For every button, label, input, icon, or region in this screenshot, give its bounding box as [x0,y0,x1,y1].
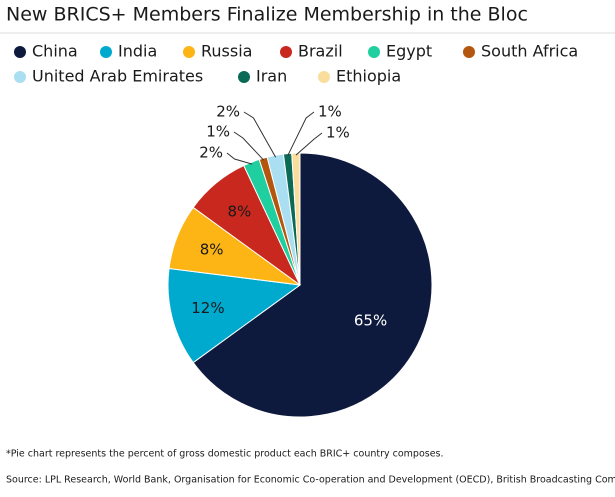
leader-line [295,132,323,156]
legend-swatch [14,46,26,58]
legend-label: Brazil [298,42,343,61]
value-label: 12% [191,299,224,317]
legend-label: India [118,42,157,61]
pie-slice [192,152,433,418]
leader-line [243,111,277,158]
source: Source: LPL Research, World Bank, Organi… [6,475,615,486]
value-label: 1% [206,123,230,141]
value-label: 2% [216,103,240,121]
value-label: 2% [199,144,223,162]
legend-label: Iran [256,67,287,86]
legend-swatch [100,46,112,58]
leader-line [233,131,265,161]
pie-slice [167,267,302,364]
legend-label: Ethiopia [336,67,401,86]
value-label: 1% [318,103,342,121]
value-label: 8% [228,202,252,220]
legend-label: United Arab Emirates [32,67,203,86]
legend-swatch [318,71,330,83]
legend-swatch [463,46,475,58]
chart-title: New BRICS+ Members Finalize Membership i… [6,4,528,26]
legend-swatch [368,46,380,58]
legend-swatch [183,46,195,58]
legend-swatch [280,46,292,58]
legend-swatch [238,71,250,83]
footnote: *Pie chart represents the percent of gro… [6,449,444,460]
pie-slice [291,152,301,286]
leader-line [287,111,315,156]
value-label: 65% [354,311,387,329]
legend-label: Egypt [386,42,432,61]
legend-label: Russia [201,42,252,61]
value-label: 1% [326,124,350,142]
value-label: 8% [200,241,224,259]
legend-label: China [32,42,78,61]
legend-label: South Africa [481,42,578,61]
legend-swatch [14,71,26,83]
leader-line [226,152,253,165]
